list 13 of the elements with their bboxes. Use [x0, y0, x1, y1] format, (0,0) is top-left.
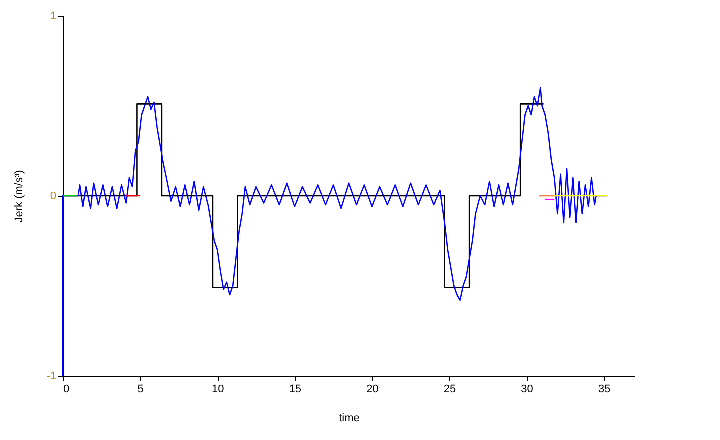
y-tick-label: -1 [46, 370, 56, 382]
x-tick-label: 15 [289, 384, 302, 396]
y-tick-label: 0 [50, 190, 56, 202]
x-tick-label: 10 [212, 384, 224, 396]
x-tick-label: 25 [444, 384, 456, 396]
y-axis-title: Jerk (m/s³) [14, 170, 26, 223]
x-tick-label: 35 [598, 384, 611, 396]
x-axis-title: time [339, 412, 360, 424]
x-tick-label: 5 [138, 384, 144, 396]
x-tick-label: 20 [366, 384, 379, 396]
x-tick-label: 30 [521, 384, 534, 396]
x-tick-label: 0 [64, 384, 70, 396]
y-tick-label: 1 [50, 10, 56, 22]
